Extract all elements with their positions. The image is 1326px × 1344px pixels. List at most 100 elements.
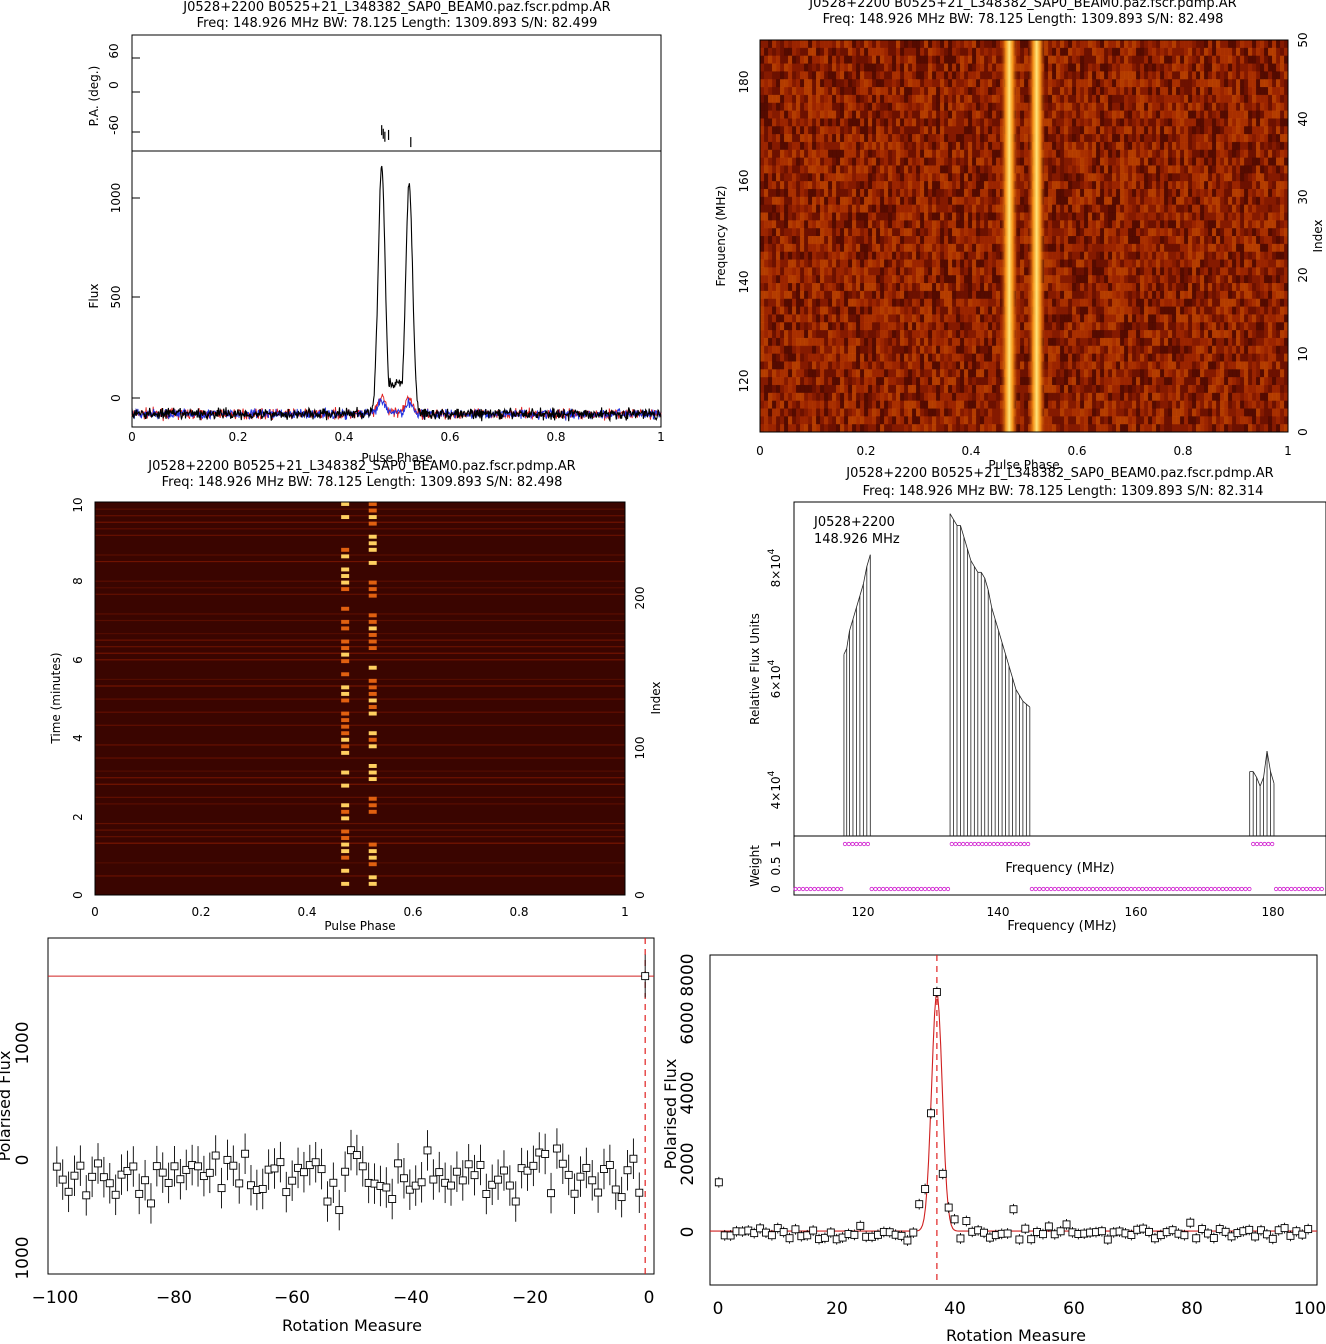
heat-cell	[1200, 157, 1205, 166]
heat-cell	[1188, 314, 1193, 323]
heat-cell	[816, 314, 821, 323]
heat-cell	[1236, 290, 1241, 300]
heat-cell	[1152, 228, 1157, 237]
heat-cell	[904, 330, 909, 339]
heat-cell	[792, 87, 797, 96]
heat-cell	[1176, 243, 1181, 253]
heat-cell	[820, 251, 825, 260]
heat-cell	[1196, 141, 1201, 151]
heat-cell	[984, 40, 989, 49]
heat-cell	[872, 259, 877, 268]
heat-cell	[768, 298, 773, 307]
heat-cell	[760, 275, 765, 284]
heat-cell	[824, 330, 829, 339]
heat-cell	[876, 204, 881, 213]
heat-cell	[1076, 322, 1081, 331]
heat-cell	[1184, 243, 1189, 253]
heat-cell	[1068, 275, 1073, 284]
heat-cell	[912, 204, 917, 213]
heat-cell	[1264, 71, 1269, 80]
heat-cell	[976, 47, 981, 57]
heat-cell	[1148, 283, 1153, 292]
heat-cell	[1188, 298, 1193, 307]
heat-cell	[1252, 71, 1257, 80]
heat-cell	[988, 126, 993, 135]
heat-cell	[920, 141, 925, 151]
heat-cell	[924, 330, 929, 339]
heat-cell	[1112, 94, 1117, 104]
heat-cell	[864, 188, 869, 198]
heat-cell	[852, 149, 857, 158]
heat-cell	[1052, 126, 1057, 135]
heat-cell	[856, 126, 861, 135]
heat-cell	[852, 283, 857, 292]
heat-cell	[800, 173, 805, 182]
heat-cell	[896, 181, 901, 190]
heat-cell	[1116, 188, 1121, 198]
heat-cell	[808, 330, 813, 339]
heat-cell	[1240, 236, 1245, 245]
heat-cell	[824, 275, 829, 284]
heat-cell	[1100, 55, 1105, 64]
heat-cell	[1088, 314, 1093, 323]
heat-cell	[1100, 94, 1105, 104]
heat-cell	[1072, 94, 1077, 104]
heat-cell	[1160, 40, 1165, 49]
heat-cell	[812, 236, 817, 245]
heat-cell	[956, 298, 961, 307]
heat-cell	[988, 149, 993, 158]
heat-cell	[964, 110, 969, 119]
heat-cell	[1260, 228, 1265, 237]
heat-cell	[884, 102, 889, 111]
heat-cell	[780, 173, 785, 182]
heat-cell	[840, 149, 845, 158]
heat-cell	[1092, 204, 1097, 213]
heat-cell	[932, 204, 937, 213]
heat-cell	[860, 110, 865, 119]
heat-cell	[800, 228, 805, 237]
heat-cell	[928, 40, 933, 49]
heat-cell	[1280, 126, 1285, 135]
heat-cell	[828, 322, 833, 331]
heat-cell	[1276, 283, 1281, 292]
heat-cell	[796, 102, 801, 111]
heat-cell	[1088, 173, 1093, 182]
heat-cell	[1100, 126, 1105, 135]
heat-cell	[780, 87, 785, 96]
heat-cell	[1080, 275, 1085, 284]
heat-cell	[1260, 322, 1265, 331]
heat-cell	[1112, 196, 1117, 206]
heat-cell	[1168, 94, 1173, 104]
heat-cell	[1220, 134, 1225, 143]
heat-cell	[828, 259, 833, 268]
heat-cell	[996, 330, 1001, 339]
heat-cell	[1064, 196, 1069, 206]
heat-cell	[932, 141, 937, 151]
heat-cell	[932, 283, 937, 292]
heat-cell	[1164, 165, 1169, 174]
heat-cell	[1256, 181, 1261, 190]
heat-cell	[928, 71, 933, 80]
heat-cell	[1112, 251, 1117, 260]
heat-cell	[788, 173, 793, 182]
heat-cell	[852, 94, 857, 104]
heat-cell	[976, 259, 981, 268]
heat-cell	[1104, 40, 1109, 49]
heat-cell	[892, 290, 897, 300]
heat-cell	[1072, 243, 1077, 253]
heat-cell	[1104, 322, 1109, 331]
heat-cell	[1172, 283, 1177, 292]
heat-cell	[1212, 236, 1217, 245]
heat-cell	[952, 173, 957, 182]
heat-cell	[896, 322, 901, 331]
heat-cell	[948, 275, 953, 284]
heat-cell	[1020, 79, 1025, 88]
heat-cell	[1128, 236, 1133, 245]
heat-cell	[1024, 157, 1029, 166]
heat-cell	[1280, 157, 1285, 166]
heat-cell	[868, 298, 873, 307]
heat-cell	[1080, 228, 1085, 237]
heat-cell	[792, 298, 797, 307]
heat-cell	[924, 212, 929, 221]
heat-cell	[976, 290, 981, 300]
